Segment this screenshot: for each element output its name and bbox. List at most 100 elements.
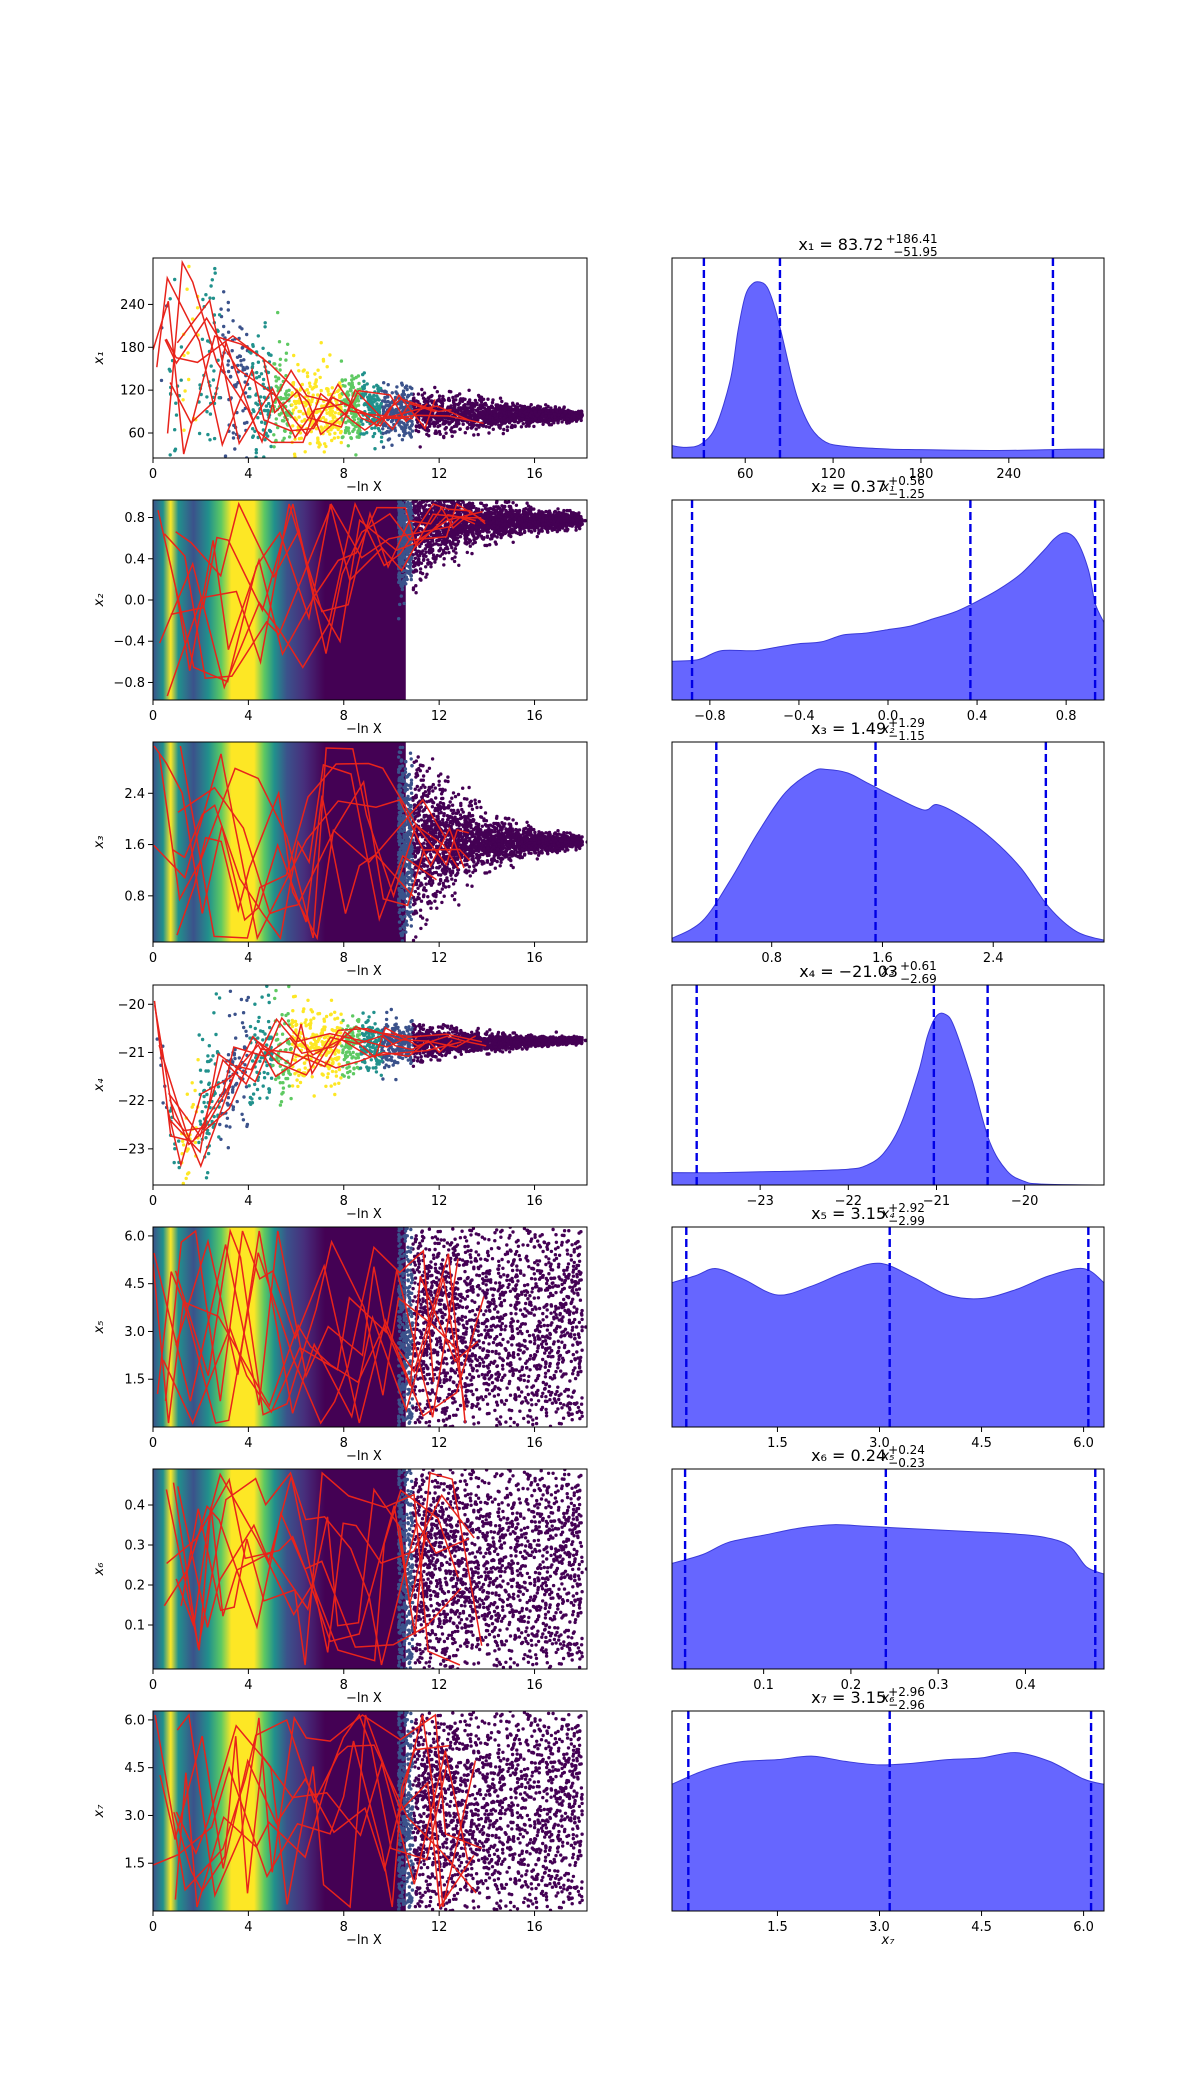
title-value: x₆ = 0.24 (811, 1446, 886, 1465)
trace-plot-area (153, 742, 591, 942)
x-tick-label: 4 (244, 1920, 252, 1935)
sample-points (396, 1711, 584, 1911)
trace-panel-3: 0 4 8 12 16 0.8 1.6 2.4 x₃ −ln X (92, 741, 591, 979)
posterior-panel-7: 1.5 3.0 4.5 6.0 x₇ x₇ = 3.15 +2.96−2.96 (671, 1685, 1105, 1948)
particle-trace-line (173, 1736, 469, 1894)
x-axis-label: x₃ (881, 964, 895, 979)
x-tick-label: 2.4 (983, 951, 1004, 966)
x-tick-label: 4.5 (971, 1436, 992, 1451)
trace-panel-6: 0 4 8 12 16 0.1 0.2 0.3 0.4 x₆ −ln X (92, 1468, 588, 1706)
sample-point (580, 1809, 584, 1813)
x-axis-label: x₇ (881, 1933, 896, 1948)
posterior-density-area (672, 532, 1104, 700)
x-tick-label: 16 (526, 951, 543, 966)
trace-plot-area (153, 1711, 584, 1911)
particle-trace-line (175, 1230, 467, 1419)
y-axis-label: x₇ (92, 1804, 107, 1819)
posterior-plot-area (672, 1227, 1104, 1427)
y-tick-label: 1.5 (124, 1857, 145, 1872)
y-tick-label: −20 (118, 998, 145, 1013)
particle-trace-line (154, 1714, 477, 1894)
trace-plot-area (153, 500, 587, 700)
particle-trace-line (170, 502, 486, 654)
sample-point (575, 840, 580, 844)
x-tick-label: 0.4 (967, 709, 988, 724)
y-axis-label: x₄ (92, 1078, 107, 1093)
particle-trace-line (164, 1229, 485, 1424)
y-tick-label: 1.6 (124, 838, 145, 853)
x-axis-label: −ln X (346, 1449, 382, 1464)
sample-point (587, 840, 591, 844)
y-axis-label: x₁ (92, 352, 107, 366)
sample-points (396, 745, 584, 942)
particle-trace-line (174, 1228, 459, 1416)
trace-panel-5: 0 4 8 12 16 1.5 3.0 4.5 6.0 x₅ −ln X (92, 1226, 588, 1464)
x-tick-label: −23 (746, 1194, 773, 1209)
title-value: x₁ = 83.72 (798, 235, 883, 254)
trace-plot-area (153, 1227, 587, 1427)
particle-trace-line (175, 1472, 459, 1662)
x-tick-label: 16 (526, 709, 543, 724)
particle-trace-line (176, 298, 471, 446)
sample-points (159, 264, 584, 458)
title-value: x₃ = 1.49 (811, 719, 886, 738)
y-tick-label: 6.0 (124, 1229, 145, 1244)
posterior-title: x₄ = −21.03 +0.61 (799, 959, 936, 981)
y-tick-label: 4.5 (124, 1761, 145, 1776)
posterior-plot-area (672, 1469, 1104, 1669)
particle-trace-line (169, 1023, 477, 1146)
sample-point (575, 518, 580, 523)
y-tick-label: −22 (118, 1094, 145, 1109)
y-tick-label: 1.5 (124, 1373, 145, 1388)
x-tick-label: 0.3 (928, 1678, 949, 1693)
posterior-title: x₇ = 3.15 +2.96 (811, 1685, 925, 1707)
x-tick-label: 16 (526, 1436, 543, 1451)
x-tick-label: 8 (340, 709, 348, 724)
x-tick-label: −22 (835, 1194, 862, 1209)
title-lower-error: −2.99 (888, 1214, 925, 1228)
trace-axes-frame (152, 257, 588, 459)
particle-trace-line (164, 316, 484, 437)
y-tick-label: 2.4 (124, 787, 145, 802)
x-tick-label: 12 (431, 1678, 448, 1693)
particle-trace-line (158, 747, 460, 939)
y-tick-label: 120 (120, 384, 145, 399)
particle-trace-line (166, 259, 414, 445)
sample-point (571, 1809, 576, 1813)
y-tick-label: 180 (120, 341, 145, 356)
x-tick-label: −20 (1011, 1194, 1038, 1209)
posterior-panel-4: −23 −22 −21 −20 x₄ x₄ = −21.03 +0.61−2.69 (671, 959, 1105, 1222)
posterior-title: x₅ = 3.15 +2.92 (811, 1201, 925, 1223)
particle-trace-line (174, 1713, 448, 1908)
x-tick-label: 8 (340, 1194, 348, 1209)
x-tick-label: −21 (923, 1194, 950, 1209)
posterior-axes-frame (671, 741, 1105, 943)
posterior-panel-1: 60 120 180 240 x₁ x₁ = 83.72 +186.41−51.95 (671, 232, 1105, 495)
x-tick-label: 16 (526, 1678, 543, 1693)
y-tick-label: −0.8 (113, 676, 145, 691)
y-tick-label: 0.8 (124, 511, 145, 526)
title-upper-error: +0.56 (888, 474, 925, 488)
sample-point (572, 413, 576, 418)
y-axis-label: x₂ (92, 594, 107, 608)
title-value: x₇ = 3.15 (811, 1688, 886, 1707)
sample-point (576, 1567, 581, 1571)
x-tick-label: 1.5 (767, 1920, 788, 1935)
posterior-axes-frame (671, 984, 1105, 1186)
x-tick-label: 4 (244, 1436, 252, 1451)
x-tick-label: 0.8 (1056, 709, 1077, 724)
x-axis-label: x₆ (881, 1691, 895, 1706)
x-tick-label: 4.5 (971, 1920, 992, 1935)
y-tick-label: −23 (118, 1142, 145, 1157)
title-lower-error: −0.23 (888, 1456, 925, 1470)
y-tick-label: −0.4 (113, 635, 145, 650)
x-tick-label: 60 (737, 467, 754, 482)
title-lower-error: −2.69 (900, 972, 937, 986)
y-tick-label: 3.0 (124, 1325, 145, 1340)
y-tick-label: 0.2 (124, 1579, 145, 1594)
x-axis-label: x₁ (881, 480, 895, 495)
x-tick-label: 4 (244, 467, 252, 482)
trace-axes-frame (152, 984, 588, 1186)
particle-trace-line (153, 1740, 450, 1908)
x-axis-label: −ln X (346, 722, 382, 737)
